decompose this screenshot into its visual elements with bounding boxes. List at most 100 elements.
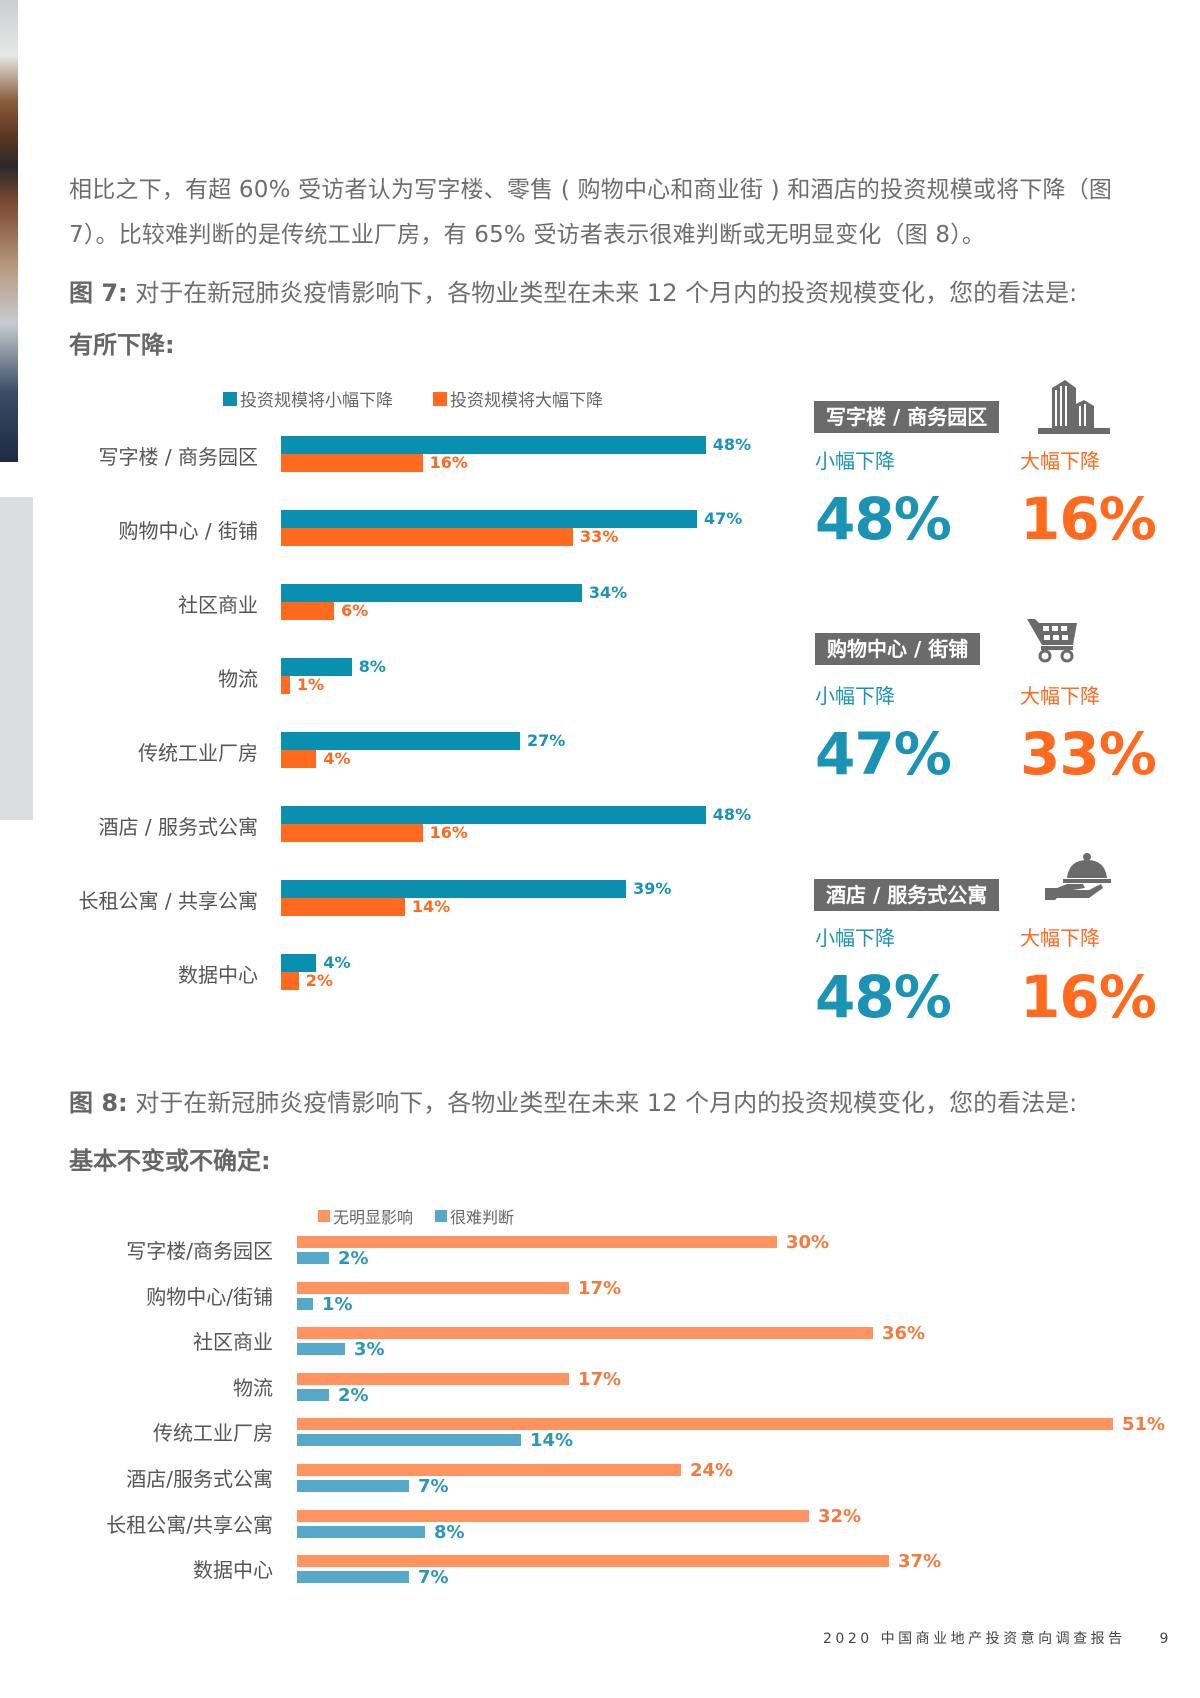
fig8-title: 图 8: 对于在新冠肺炎疫情影响下，各物业类型在未来 12 个月内的投资规模变化…: [69, 1083, 1077, 1118]
fig8-value-no-impact: 17%: [578, 1368, 622, 1390]
shopping-small-label: 小幅下降: [815, 684, 895, 708]
fig7-value-large: 16%: [429, 823, 468, 842]
fig7-value-small: 4%: [323, 953, 351, 972]
highlight-tag-shopping: 购物中心 / 街铺: [815, 633, 981, 665]
office-large-value: 16%: [1020, 485, 1157, 553]
fig7-bar-small: [281, 584, 582, 602]
fig8-value-hard: 7%: [418, 1567, 449, 1589]
fig8-category-label: 数据中心: [193, 1558, 273, 1583]
fig8-bar-hard: [297, 1252, 329, 1264]
fig8-bar-hard: [297, 1480, 409, 1492]
fig7-category-label: 酒店 / 服务式公寓: [98, 815, 258, 839]
fig7-bar-large: [281, 824, 423, 842]
fig7-value-large: 1%: [296, 675, 325, 694]
cover-photo-fragment: [0, 0, 18, 462]
shopping-large-label: 大幅下降: [1020, 684, 1100, 708]
fig7-bar-large: [281, 898, 405, 916]
legend-swatch-no-impact: [318, 1210, 330, 1222]
fig8-category-label: 酒店/服务式公寓: [126, 1467, 273, 1491]
fig7-bar-small: [281, 806, 706, 824]
fig8-value-no-impact: 30%: [786, 1232, 830, 1253]
serving-cloche-icon: [1045, 853, 1111, 900]
fig8-title-text: 对于在新冠肺炎疫情影响下，各物业类型在未来 12 个月内的投资规模变化，您的看法…: [135, 1089, 1078, 1117]
shopping-small-value: 47%: [815, 720, 952, 788]
fig7-value-small: 39%: [633, 879, 672, 898]
office-small-value: 48%: [815, 485, 952, 553]
fig8-bar-no-impact: [297, 1464, 681, 1476]
footer-report-title: 2020 中国商业地产投资意向调查报告: [823, 1631, 1126, 1647]
page-number: 9: [1159, 1631, 1172, 1647]
office-large-label: 大幅下降: [1020, 449, 1100, 473]
fig7-bar-small: [281, 436, 706, 454]
fig8-bar-no-impact: [297, 1327, 873, 1340]
fig8-category-label: 写字楼/商务园区: [126, 1239, 273, 1263]
fig8-category-label: 物流: [233, 1375, 273, 1400]
fig7-value-large: 33%: [580, 527, 619, 546]
legend-label-no-impact: 无明显影响: [333, 1208, 414, 1227]
fig7-category-label: 长租公寓 / 共享公寓: [78, 889, 258, 913]
fig8-value-no-impact: 17%: [578, 1277, 622, 1299]
hotel-large-value: 16%: [1020, 963, 1157, 1031]
fig8-category-label: 长租公寓/共享公寓: [106, 1512, 273, 1537]
fig8-bar-no-impact: [297, 1281, 569, 1294]
legend-swatch-large-decline: [433, 391, 447, 406]
fig8-bar-hard: [297, 1343, 345, 1356]
fig7-bar-large: [281, 750, 317, 768]
fig8-category-label: 购物中心/街铺: [146, 1284, 273, 1309]
legend-label-large-decline: 投资规模将大幅下降: [450, 391, 603, 411]
fig8-subtitle: 基本不变或不确定:: [69, 1147, 271, 1175]
fig8-value-hard: 7%: [418, 1476, 449, 1497]
fig7-value-large: 2%: [305, 971, 333, 990]
fig8-category-label: 传统工业厂房: [153, 1421, 273, 1446]
fig7-value-large: 14%: [411, 897, 451, 916]
fig7-bar-small: [281, 880, 627, 898]
fig8-bar-no-impact: [297, 1555, 889, 1568]
intro-paragraph-line-1: 相比之下，有超 60% 受访者认为写字楼、零售 ( 购物中心和商业街 ) 和酒店…: [69, 177, 1113, 203]
fig7-category-label: 购物中心 / 街铺: [118, 519, 258, 543]
office-small-label: 小幅下降: [815, 449, 895, 473]
fig8-bar-hard: [297, 1297, 313, 1310]
fig8-value-no-impact: 51%: [1122, 1414, 1166, 1436]
highlight-tag-office: 写字楼 / 商务园区: [814, 401, 1000, 433]
shopping-large-value: 33%: [1020, 720, 1157, 788]
fig8-value-hard: 2%: [338, 1248, 369, 1269]
fig7-bar-large: [281, 972, 299, 990]
fig7-value-large: 16%: [429, 453, 468, 472]
fig7-category-label: 写字楼 / 商务园区: [98, 445, 258, 469]
fig7-bar-small: [281, 732, 520, 750]
intro-paragraph-line-2: 7）。比较难判断的是传统工业厂房，有 65% 受访者表示很难判断或无明显变化（图…: [69, 222, 986, 248]
fig7-category-label: 传统工业厂房: [138, 741, 258, 765]
fig7-bar-large: [281, 676, 290, 694]
fig8-value-hard: 2%: [338, 1384, 369, 1406]
fig8-category-label: 社区商业: [193, 1330, 273, 1355]
side-decoration-block: [0, 497, 33, 820]
legend-swatch-hard-to-judge: [435, 1210, 448, 1222]
page-footer: 2020 中国商业地产投资意向调查报告 9: [823, 1628, 1172, 1648]
fig7-value-small: 34%: [588, 583, 628, 602]
fig8-bar-no-impact: [297, 1372, 569, 1385]
fig7-value-small: 48%: [712, 435, 752, 454]
fig8-value-no-impact: 24%: [690, 1460, 734, 1481]
fig7-category-label: 物流: [218, 667, 258, 691]
office-building-icon: [1038, 380, 1110, 434]
fig8-bar-no-impact: [297, 1418, 1113, 1431]
fig7-value-small: 8%: [358, 657, 386, 676]
fig8-label: 图 8:: [69, 1089, 128, 1117]
hotel-large-label: 大幅下降: [1020, 926, 1100, 950]
fig7-bar-small: [281, 954, 317, 972]
fig7-value-small: 27%: [526, 731, 566, 750]
fig7-bar-small: [281, 658, 352, 676]
hotel-small-label: 小幅下降: [815, 926, 895, 950]
fig8-legend: 无明显影响 很难判断: [318, 1204, 514, 1228]
fig8-value-hard: 14%: [530, 1430, 574, 1452]
fig8-value-hard: 1%: [322, 1293, 353, 1315]
fig7-bar-large: [281, 602, 335, 620]
fig8-value-no-impact: 32%: [818, 1505, 862, 1527]
fig7-subtitle: 有所下降:: [69, 331, 175, 359]
fig8-value-no-impact: 37%: [898, 1551, 942, 1573]
fig7-value-large: 4%: [323, 749, 351, 768]
legend-label-small-decline: 投资规模将小幅下降: [240, 391, 393, 411]
fig7-value-small: 48%: [712, 805, 752, 824]
highlight-tag-hotel: 酒店 / 服务式公寓: [814, 879, 1000, 911]
fig8-bar-no-impact: [297, 1236, 777, 1248]
